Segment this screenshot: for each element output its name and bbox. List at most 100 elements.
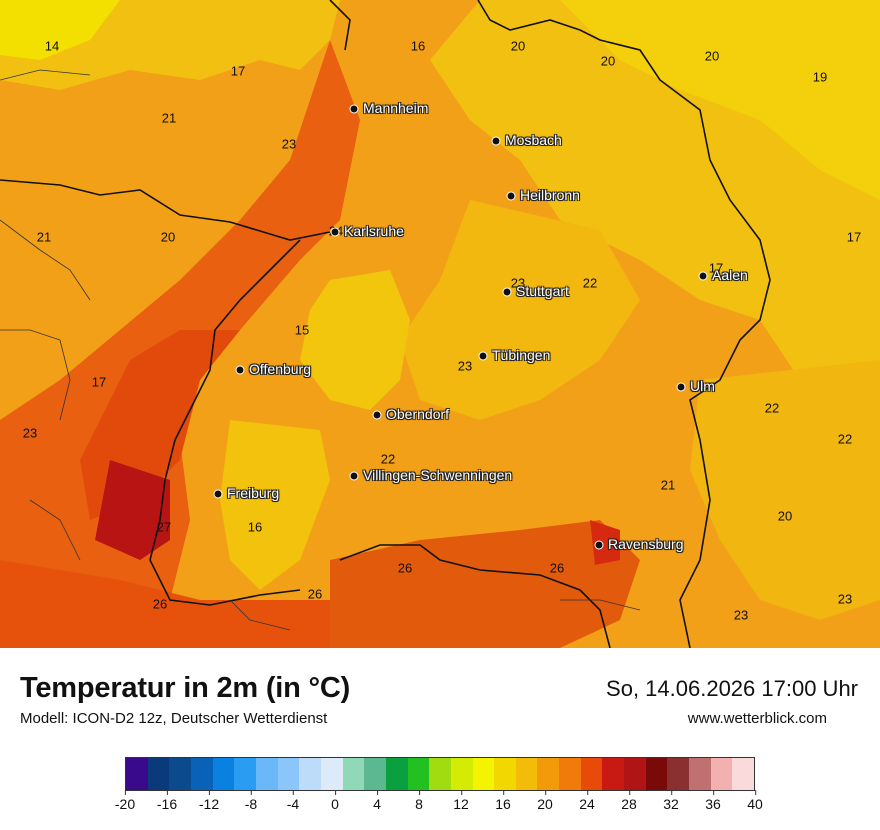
colorbar-tick-label: 24 <box>579 790 595 812</box>
colorbar-segment <box>342 758 365 790</box>
city-name: Freiburg <box>227 485 280 501</box>
temperature-label: 26 <box>152 596 168 612</box>
colorbar-tick-label: -12 <box>199 790 219 812</box>
temperature-label: 15 <box>294 322 310 338</box>
city-name: Villingen-Schwenningen <box>363 467 513 483</box>
city-name: Tübingen <box>492 347 551 363</box>
model-info: Modell: ICON-D2 12z, Deutscher Wetterdie… <box>20 710 328 727</box>
city-name: Heilbronn <box>520 187 580 203</box>
temperature-label: 22 <box>582 275 598 291</box>
colorbar-tick-label: 12 <box>453 790 469 812</box>
temperature-label: 17 <box>230 63 246 79</box>
colorbar-segment <box>494 758 516 790</box>
colorbar-segment <box>667 758 690 790</box>
temperature-label: 14 <box>44 38 60 54</box>
colorbar-segment <box>234 758 256 790</box>
colorbar-tick-label: -4 <box>287 790 299 812</box>
colorbar-segment <box>580 758 603 790</box>
colorbar-segment <box>732 758 755 790</box>
temperature-label: 21 <box>660 477 676 493</box>
colorbar-ticks: -20 -16 -12 -8 -4 0 4 8 12 16 20 24 28 32 36 40 <box>115 790 763 821</box>
temperature-field <box>0 0 880 648</box>
map-footer: Temperatur in 2m (in °C) Modell: ICON-D2… <box>0 648 880 830</box>
city-dot-icon <box>372 410 382 420</box>
city-dot-icon <box>594 540 604 550</box>
colorbar-segment <box>472 758 495 790</box>
temperature-label: 21 <box>161 110 177 126</box>
temperature-label: 23 <box>733 607 749 623</box>
colorbar-segment <box>320 758 343 790</box>
colorbar-segment <box>385 758 408 790</box>
colorbar-tick-label: -8 <box>245 790 257 812</box>
colorbar-segment <box>364 758 386 790</box>
city-dot-icon <box>478 351 488 361</box>
temperature-label: 20 <box>160 229 176 245</box>
colorbar-segment <box>645 758 668 790</box>
temperature-label: 22 <box>837 431 853 447</box>
city-name: Mosbach <box>505 132 562 148</box>
city-dot-icon <box>330 227 340 237</box>
colorbar-segment <box>429 758 451 790</box>
city-dot-icon <box>491 136 501 146</box>
city-name: Stuttgart <box>516 283 569 299</box>
colorbar-segment <box>559 758 581 790</box>
colorbar-tick-label: 28 <box>621 790 637 812</box>
colorbar-segment <box>277 758 300 790</box>
city-dot-icon <box>506 191 516 201</box>
temperature-label: 23 <box>837 591 853 607</box>
colorbar-tick-label: 36 <box>705 790 721 812</box>
colorbar-tick-label: 20 <box>537 790 553 812</box>
city-dot-icon <box>676 382 686 392</box>
city-name: Ravensburg <box>608 536 684 552</box>
colorbar-segment <box>537 758 560 790</box>
temperature-label: 17 <box>708 260 724 276</box>
colorbar-tick-label: 32 <box>663 790 679 812</box>
temperature-map[interactable]: 1416202020191721232120241717232215172323… <box>0 0 880 648</box>
temperature-label: 20 <box>600 53 616 69</box>
colorbar-segment <box>710 758 733 790</box>
colorbar-tick-label: -16 <box>157 790 177 812</box>
colorbar-tick-label: -20 <box>115 790 135 812</box>
colorbar-tick-label: 8 <box>415 790 423 812</box>
colorbar-segment <box>602 758 625 790</box>
temperature-label: 26 <box>307 586 323 602</box>
temperature-label: 26 <box>549 560 565 576</box>
temperature-label: 22 <box>764 400 780 416</box>
temperature-label: 23 <box>22 425 38 441</box>
colorbar-segment <box>190 758 213 790</box>
website-link[interactable]: www.wetterblick.com <box>687 710 827 727</box>
city-name: Mannheim <box>363 100 429 116</box>
temperature-label: 19 <box>812 69 828 85</box>
map-title: Temperatur in 2m (in °C) <box>20 672 351 704</box>
temperature-label: 16 <box>410 38 426 54</box>
colorbar-segment <box>689 758 711 790</box>
temperature-label: 17 <box>846 229 862 245</box>
temperature-label: 23 <box>457 358 473 374</box>
temperature-label: 20 <box>704 48 720 64</box>
colorbar-segment <box>126 758 148 790</box>
city-dot-icon <box>213 489 223 499</box>
colorbar-tick-label: 40 <box>747 790 763 812</box>
city-dot-icon <box>502 287 512 297</box>
temperature-label: 23 <box>281 136 297 152</box>
temperature-label: 27 <box>156 519 172 535</box>
colorbar-segment <box>169 758 191 790</box>
temperature-label: 17 <box>91 374 107 390</box>
city-name: Aalen <box>712 267 748 283</box>
colorbar-segment <box>407 758 430 790</box>
city-dot-icon <box>235 365 245 375</box>
temperature-colorbar <box>125 757 755 791</box>
city-dot-icon <box>349 104 359 114</box>
temperature-label: 21 <box>36 229 52 245</box>
temperature-label: 22 <box>380 451 396 467</box>
colorbar-tick-label: 0 <box>331 790 339 812</box>
temperature-label: 23 <box>510 275 526 291</box>
temperature-label: 20 <box>777 508 793 524</box>
colorbar-segment <box>624 758 646 790</box>
city-dot-icon <box>698 271 708 281</box>
temperature-label: 26 <box>397 560 413 576</box>
colorbar-segment <box>255 758 278 790</box>
colorbar-segment <box>147 758 170 790</box>
city-name: Offenburg <box>249 361 312 377</box>
colorbar-tick-label: 16 <box>495 790 511 812</box>
